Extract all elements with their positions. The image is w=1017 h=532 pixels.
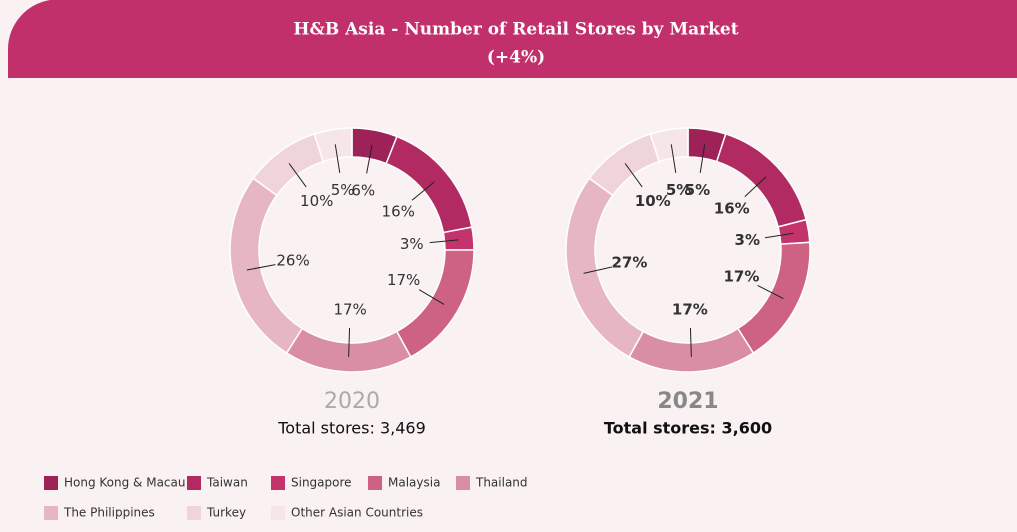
leader-line	[288, 163, 307, 188]
data-label: 6%	[351, 182, 375, 200]
legend-label: Singapore	[291, 476, 352, 490]
leader-line	[366, 144, 373, 174]
leader-line	[348, 327, 351, 357]
chart-title: H&B Asia - Number of Retail Stores by Ma…	[293, 20, 738, 40]
legend-label: The Philippines	[63, 506, 155, 520]
data-label: 10%	[635, 192, 671, 210]
legend-swatch	[44, 506, 58, 520]
leader-line	[670, 144, 677, 174]
leader-line	[583, 266, 612, 274]
data-label: 27%	[611, 254, 647, 272]
legend-label: Thailand	[475, 476, 528, 490]
donut-segment	[313, 127, 353, 163]
legend-swatch	[271, 476, 285, 490]
leader-line	[411, 181, 435, 201]
data-label: 16%	[382, 202, 415, 220]
data-label: 5%	[685, 181, 710, 199]
total-label: Total stores: 3,469	[277, 419, 426, 438]
leader-line	[418, 289, 445, 305]
data-label: 17%	[672, 300, 708, 318]
data-label: 17%	[333, 300, 366, 318]
leader-line	[246, 264, 276, 271]
legend-label: Taiwan	[206, 476, 248, 490]
chart-subtitle: (+4%)	[487, 48, 545, 68]
legend-swatch	[456, 476, 470, 490]
year-label: 2021	[657, 389, 718, 414]
data-label: 17%	[387, 271, 420, 289]
data-label: 10%	[300, 192, 333, 210]
legend-swatch	[187, 476, 201, 490]
data-label: 17%	[724, 268, 760, 286]
legend-swatch	[187, 506, 201, 520]
data-label: 5%	[331, 181, 355, 199]
legend-label: Hong Kong & Macau	[64, 476, 186, 490]
legend-swatch	[271, 506, 285, 520]
leader-line	[624, 163, 643, 188]
leader-line	[334, 144, 341, 174]
leader-line	[764, 232, 794, 239]
donut-segment	[649, 127, 689, 163]
leader-line	[699, 144, 706, 174]
year-label: 2020	[324, 389, 380, 414]
leader-line	[429, 239, 459, 244]
data-label: 26%	[276, 252, 309, 270]
leader-line	[757, 284, 784, 300]
data-label: 3%	[400, 235, 424, 253]
data-label: 16%	[714, 199, 750, 217]
leader-line	[689, 327, 692, 357]
legend-label: Other Asian Countries	[291, 506, 423, 520]
data-label: 5%	[666, 181, 691, 199]
header-band	[7, 0, 1017, 78]
legend-label: Malaysia	[388, 476, 440, 490]
legend-label: Turkey	[206, 506, 246, 520]
leader-line	[744, 176, 767, 197]
total-label: Total stores: 3,600	[604, 419, 772, 438]
legend-swatch	[44, 476, 58, 490]
legend-swatch	[368, 476, 382, 490]
data-label: 3%	[735, 231, 760, 249]
